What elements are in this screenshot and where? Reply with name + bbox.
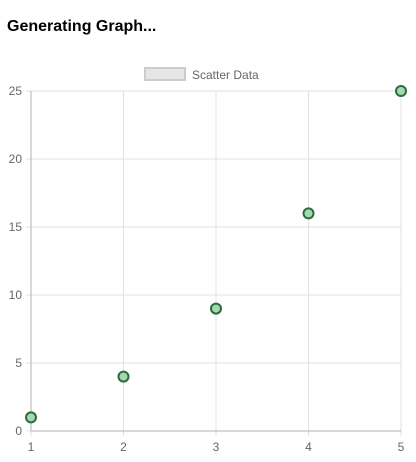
page-heading: Generating Graph... (7, 18, 156, 36)
legend[interactable]: Scatter Data (145, 68, 259, 82)
data-point[interactable] (304, 208, 314, 218)
x-tick-label: 1 (28, 440, 35, 454)
x-tick-label: 2 (120, 440, 127, 454)
x-tick-label: 4 (305, 440, 312, 454)
data-point[interactable] (119, 372, 129, 382)
chart-container: 1 2 3 4 5 0 5 10 15 20 25 Scatter Data (0, 60, 416, 462)
legend-swatch[interactable] (145, 68, 185, 80)
tick-labels: 1 2 3 4 5 0 5 10 15 20 25 (9, 84, 405, 454)
grid-layer (26, 91, 401, 436)
data-point[interactable] (26, 412, 36, 422)
scatter-chart: 1 2 3 4 5 0 5 10 15 20 25 Scatter Data (0, 60, 416, 462)
data-point[interactable] (211, 304, 221, 314)
legend-label[interactable]: Scatter Data (192, 68, 259, 82)
y-tick-label: 15 (9, 220, 23, 234)
x-tick-label: 3 (213, 440, 220, 454)
y-tick-label: 0 (15, 424, 22, 438)
y-tick-label: 20 (9, 152, 23, 166)
x-tick-label: 5 (398, 440, 405, 454)
y-tick-label: 5 (15, 356, 22, 370)
y-tick-label: 10 (9, 288, 23, 302)
y-tick-label: 25 (9, 84, 23, 98)
data-point[interactable] (396, 86, 406, 96)
